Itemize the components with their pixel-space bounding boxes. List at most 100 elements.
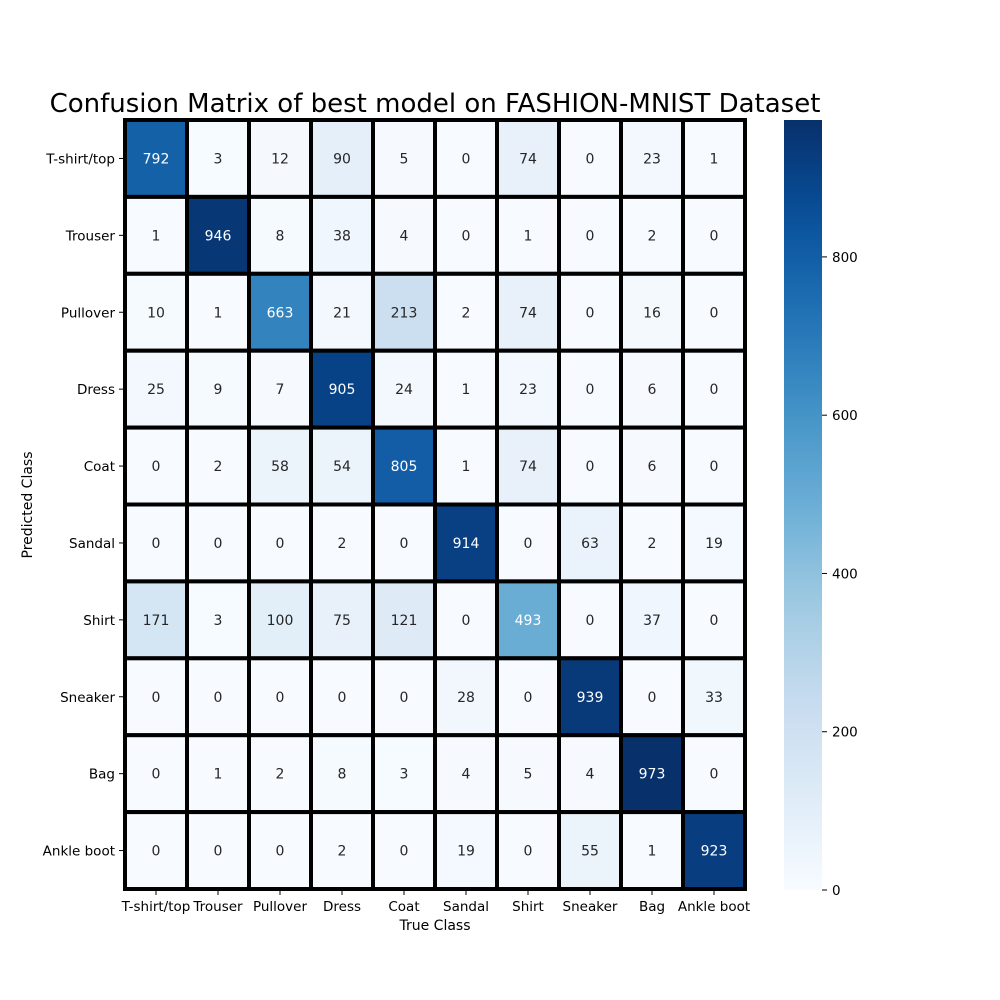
colorbar-tick-label: 800 xyxy=(832,250,858,266)
cell-value-label: 914 xyxy=(453,536,480,552)
cell-value-label: 2 xyxy=(214,459,223,475)
x-tick-label: Trouser xyxy=(192,899,243,915)
heatmap-cell xyxy=(619,579,685,661)
cell-value-label: 1 xyxy=(462,459,471,475)
cell-value-label: 0 xyxy=(648,690,657,706)
cell-value-label: 1 xyxy=(214,305,223,321)
y-axis-ticks: T-shirt/top Trouser Pullover Dress Coat Sanda… xyxy=(43,151,123,860)
cell-value-label: 63 xyxy=(581,536,599,552)
cell-value-label: 0 xyxy=(586,382,595,398)
heatmap-cell xyxy=(495,656,561,738)
heatmap-cell xyxy=(123,348,189,430)
cell-value-label: 1 xyxy=(462,382,471,398)
cell-value-label: 0 xyxy=(276,844,285,860)
cell-value-label: 171 xyxy=(143,613,170,629)
y-tick-label: Coat xyxy=(84,459,115,475)
heatmap-cell xyxy=(123,502,189,584)
heatmap-cell xyxy=(681,194,747,276)
colorbar-tick-label: 400 xyxy=(832,566,858,582)
heatmap-cell xyxy=(185,810,251,891)
heatmap-cell xyxy=(557,579,623,661)
heatmap-cell xyxy=(681,271,747,353)
cell-value-label: 9 xyxy=(214,382,223,398)
cell-value-label: 7 xyxy=(276,382,285,398)
x-tick-label: Ankle boot xyxy=(678,899,750,915)
cell-value-label: 213 xyxy=(391,305,418,321)
cell-value-label: 0 xyxy=(400,536,409,552)
x-tick-label: T-shirt/top xyxy=(121,899,191,915)
cell-value-label: 0 xyxy=(586,459,595,475)
y-tick-label: Sneaker xyxy=(60,690,115,706)
heatmap-cell xyxy=(185,656,251,738)
x-tick-label: Pullover xyxy=(253,899,308,915)
cell-value-label: 0 xyxy=(524,690,533,706)
cell-value-label: 3 xyxy=(214,613,223,629)
heatmap-cell xyxy=(309,579,375,661)
heatmap-cell xyxy=(495,810,561,891)
cell-value-label: 10 xyxy=(147,305,165,321)
heatmap-cell xyxy=(123,810,189,891)
y-axis-label: Predicted Class xyxy=(20,451,36,558)
cell-value-label: 21 xyxy=(333,305,351,321)
x-axis-label: True Class xyxy=(398,918,470,934)
cell-value-label: 3 xyxy=(400,767,409,783)
cell-value-label: 0 xyxy=(152,844,161,860)
heatmap-matrix: 792 3 12 90 5 0 74 0 23 11 946 8 38 4 0 1 0 2 010 1 663 21 213… xyxy=(123,118,747,891)
cell-value-label: 37 xyxy=(643,613,661,629)
cell-value-label: 905 xyxy=(329,382,356,398)
cell-value-label: 0 xyxy=(710,767,719,783)
heatmap-cell xyxy=(495,194,561,276)
cell-value-label: 4 xyxy=(462,767,471,783)
cell-value-label: 19 xyxy=(457,844,475,860)
cell-value-label: 0 xyxy=(524,536,533,552)
cell-value-label: 90 xyxy=(333,151,351,167)
cell-value-label: 75 xyxy=(333,613,351,629)
heatmap-cell xyxy=(619,656,685,738)
cell-value-label: 1 xyxy=(214,767,223,783)
heatmap-cell xyxy=(309,656,375,738)
heatmap-cell xyxy=(557,425,623,507)
heatmap-cell xyxy=(681,733,747,815)
heatmap-cell xyxy=(557,733,623,815)
heatmap-cell xyxy=(495,271,561,353)
heatmap-cell xyxy=(309,810,375,891)
cell-value-label: 24 xyxy=(395,382,413,398)
cell-value-label: 5 xyxy=(400,151,409,167)
heatmap-cell xyxy=(433,579,499,661)
heatmap-cell xyxy=(557,118,623,199)
colorbar-tick-label: 0 xyxy=(832,883,841,899)
y-tick-label: Pullover xyxy=(61,305,116,321)
cell-value-label: 0 xyxy=(400,844,409,860)
y-tick-label: Shirt xyxy=(83,613,115,629)
cell-value-label: 58 xyxy=(271,459,289,475)
heatmap-cell xyxy=(185,733,251,815)
heatmap-cell xyxy=(247,810,313,891)
cell-value-label: 663 xyxy=(267,305,294,321)
x-axis-ticks: T-shirt/top Trouser Pullover Dress Coat Sanda… xyxy=(121,891,750,915)
heatmap-cell xyxy=(433,425,499,507)
cell-value-label: 0 xyxy=(338,690,347,706)
heatmap-cell xyxy=(123,579,189,661)
cell-value-label: 54 xyxy=(333,459,351,475)
heatmap-cell xyxy=(433,348,499,430)
x-tick-label: Coat xyxy=(388,899,419,915)
heatmap-cell xyxy=(619,810,685,891)
cell-value-label: 0 xyxy=(152,690,161,706)
cell-value-label: 2 xyxy=(648,228,657,244)
cell-value-label: 0 xyxy=(462,151,471,167)
heatmap-cell xyxy=(433,810,499,891)
heatmap-cell xyxy=(681,579,747,661)
cell-value-label: 0 xyxy=(276,690,285,706)
heatmap-cell xyxy=(681,810,747,891)
cell-value-label: 19 xyxy=(705,536,723,552)
heatmap-cell xyxy=(681,118,747,199)
cell-value-label: 8 xyxy=(276,228,285,244)
cell-value-label: 0 xyxy=(214,690,223,706)
heatmap-cell xyxy=(309,502,375,584)
heatmap-cell xyxy=(619,733,685,815)
y-tick-label: Trouser xyxy=(65,228,116,244)
cell-value-label: 1 xyxy=(524,228,533,244)
cell-value-label: 74 xyxy=(519,305,537,321)
cell-value-label: 23 xyxy=(519,382,537,398)
